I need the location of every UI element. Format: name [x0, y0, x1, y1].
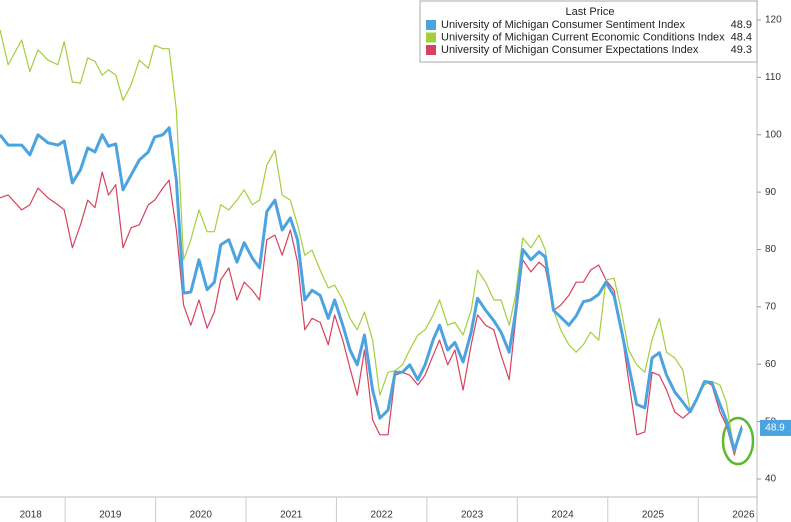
- x-tick-label: 2022: [371, 510, 394, 521]
- y-tick-label: 120: [765, 15, 782, 26]
- y-tick-label: 90: [765, 187, 777, 198]
- x-tick-label: 2019: [99, 510, 122, 521]
- legend-label: University of Michigan Consumer Sentimen…: [441, 19, 685, 31]
- legend-value: 48.9: [731, 19, 752, 31]
- x-tick-label: 2024: [551, 510, 574, 521]
- last-value-tag: [760, 419, 791, 436]
- last-value-label: 48.9: [765, 423, 785, 434]
- series-line: [0, 29, 743, 453]
- x-tick-label: 2018: [20, 510, 43, 521]
- legend-swatch: [426, 32, 436, 43]
- x-tick-label: 2021: [280, 510, 303, 521]
- legend-box: [419, 0, 758, 63]
- y-tick-label: 70: [765, 302, 777, 313]
- legend-swatch: [426, 45, 436, 55]
- lines: [0, 29, 744, 456]
- legend-swatch: [426, 20, 436, 30]
- x-tick-label: 2025: [642, 510, 665, 521]
- legend-title: Last Price: [566, 6, 615, 18]
- x-tick-label: 2020: [190, 510, 213, 521]
- series-line: [0, 126, 744, 452]
- legend-label: University of Michigan Current Economic …: [441, 31, 725, 43]
- legend-value: 49.3: [731, 44, 752, 56]
- y-tick-label: 100: [765, 129, 782, 140]
- legend-label: University of Michigan Consumer Expectat…: [441, 44, 699, 56]
- highlight-ellipse: [721, 416, 755, 466]
- y-tick-label: 110: [765, 72, 781, 83]
- x-tick-label: 2026: [732, 510, 755, 521]
- y-tick-label: 60: [765, 359, 777, 370]
- legend-value: 48.4: [731, 31, 752, 43]
- y-tick-label: 80: [765, 244, 777, 255]
- x-tick-label: 2023: [461, 510, 484, 521]
- y-tick-label: 40: [765, 474, 777, 485]
